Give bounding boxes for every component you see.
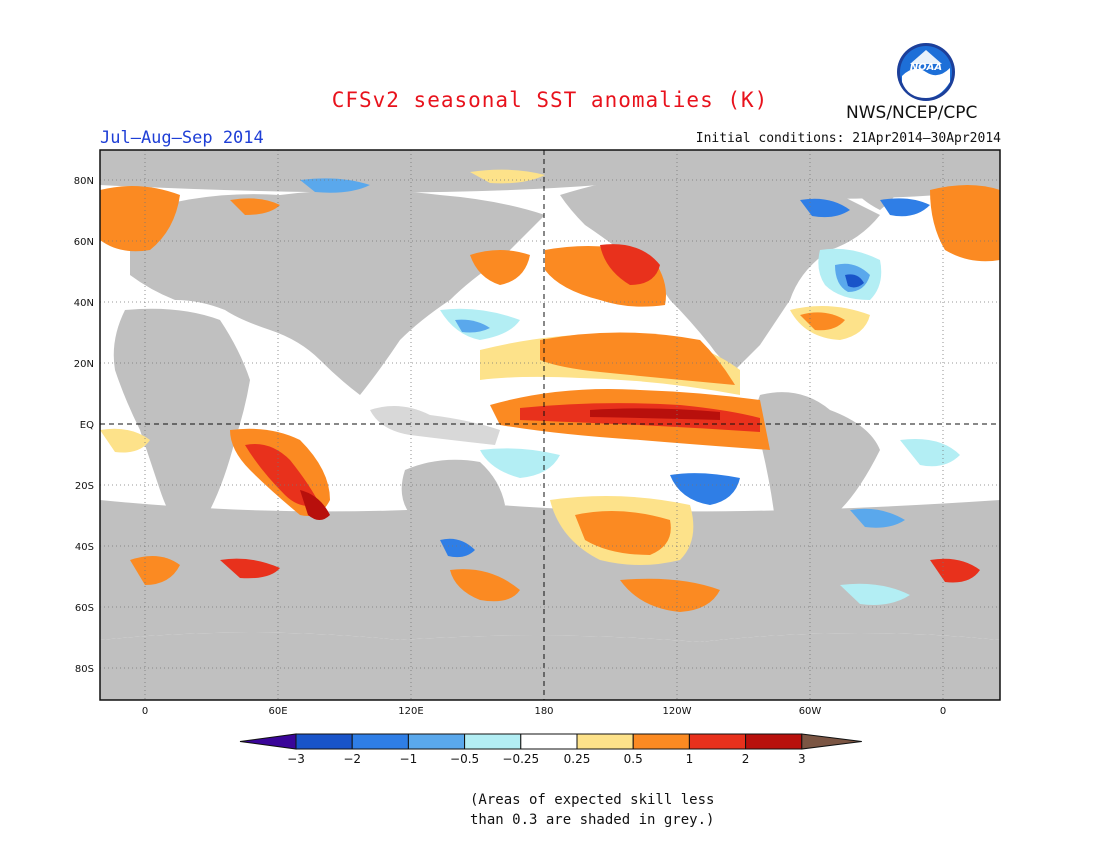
colorbar-tick-label: −2 bbox=[343, 752, 361, 766]
colorbar-tick-label: 1 bbox=[686, 752, 694, 766]
low-skill-southern bbox=[100, 500, 1000, 642]
colorbar-tick-label: −0.5 bbox=[450, 752, 479, 766]
footnote-line-2: than 0.3 are shaded in grey.) bbox=[470, 812, 715, 828]
land-africa bbox=[113, 308, 250, 535]
land-eurasia bbox=[130, 190, 545, 395]
lat-label: 40S bbox=[75, 542, 94, 553]
lon-label: 0 bbox=[142, 706, 148, 717]
footnote-line-1: (Areas of expected skill less bbox=[470, 792, 715, 808]
colorbar-box bbox=[351, 733, 409, 750]
land-south-america bbox=[755, 392, 880, 596]
lat-label: 60S bbox=[75, 603, 94, 614]
lon-label: 180 bbox=[534, 706, 553, 717]
colorbar-box bbox=[576, 733, 634, 750]
colorbar-box bbox=[745, 733, 803, 750]
land-maritime bbox=[370, 406, 500, 445]
colorbar-box bbox=[520, 733, 578, 750]
agency-label: NWS/NCEP/CPC bbox=[846, 103, 978, 123]
chart-title: CFSv2 seasonal SST anomalies (K) bbox=[331, 88, 769, 112]
colorbar bbox=[239, 733, 862, 750]
colorbar-arrow-low bbox=[239, 733, 297, 750]
lat-label: 20S bbox=[75, 481, 94, 492]
season-label: Jul–Aug–Sep 2014 bbox=[100, 128, 264, 148]
colorbar-tick-label: −0.25 bbox=[502, 752, 539, 766]
colorbar-tick-label: 0.5 bbox=[624, 752, 643, 766]
colorbar-box bbox=[295, 733, 353, 750]
logo-text: NOAA bbox=[910, 62, 942, 73]
land-australia bbox=[401, 459, 505, 535]
lat-label: 80N bbox=[74, 176, 94, 187]
land-greenland bbox=[850, 162, 910, 210]
colorbar-box bbox=[688, 733, 747, 750]
lon-label: 120E bbox=[398, 706, 423, 717]
colorbar-tick-label: −3 bbox=[287, 752, 305, 766]
footnote: (Areas of expected skill less than 0.3 a… bbox=[470, 790, 730, 830]
lon-label: 0 bbox=[940, 706, 946, 717]
colorbar-box bbox=[632, 733, 690, 750]
initial-conditions-label: Initial conditions: 21Apr2014–30Apr2014 bbox=[695, 131, 1001, 146]
colorbar-tick-label: 3 bbox=[798, 752, 806, 766]
colorbar-tick-label: 2 bbox=[742, 752, 750, 766]
noaa-logo: NOAA bbox=[897, 43, 955, 101]
lon-label: 120W bbox=[663, 706, 692, 717]
lon-label: 60E bbox=[268, 706, 287, 717]
land-north-america bbox=[560, 172, 880, 370]
colorbar-box bbox=[464, 733, 522, 750]
lon-label: 60W bbox=[799, 706, 822, 717]
colorbar-box bbox=[407, 733, 466, 750]
lat-label: 60N bbox=[74, 237, 94, 248]
colorbar-tick-label: 0.25 bbox=[564, 752, 591, 766]
colorbar-tick-label: −1 bbox=[400, 752, 418, 766]
lat-label: 80S bbox=[75, 664, 94, 675]
lat-label: 20N bbox=[74, 359, 94, 370]
colorbar-arrow-high bbox=[801, 733, 862, 750]
lat-label: 40N bbox=[74, 298, 94, 309]
land-antarctica bbox=[100, 632, 1000, 700]
lat-label: EQ bbox=[80, 420, 94, 431]
